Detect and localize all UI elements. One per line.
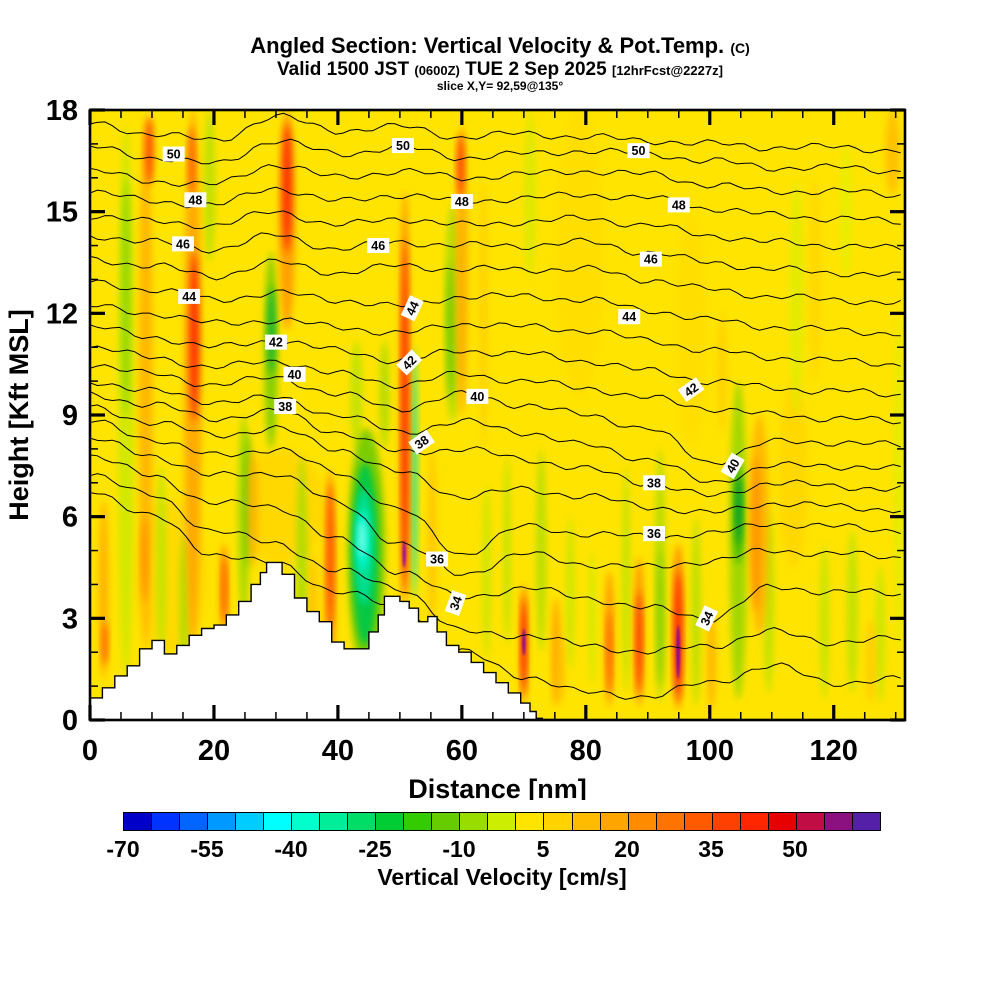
colorbar-tick-label: -10	[442, 836, 476, 862]
velocity-anomalies	[98, 110, 904, 710]
colorbar-segment	[571, 813, 600, 830]
svg-text:20: 20	[198, 735, 230, 767]
colorbar-segment	[375, 813, 404, 830]
valid-date: TUE 2 Sep 2025	[465, 58, 607, 80]
x-axis-title: Distance [nm]	[408, 774, 587, 800]
x-tick-labels: 0 20 40 60 80 100 120	[82, 735, 858, 767]
colorbar-tick-label: 50	[782, 836, 808, 862]
colorbar-tick-label: -40	[274, 836, 308, 862]
svg-text:38: 38	[278, 400, 292, 414]
svg-text:9: 9	[62, 400, 78, 432]
colorbar-segment	[459, 813, 488, 830]
colorbar-segment	[431, 813, 460, 830]
valid-time: Valid 1500 JST	[277, 58, 410, 80]
colorbar-segment	[711, 813, 740, 830]
colorbar-segment	[683, 813, 712, 830]
svg-text:0: 0	[82, 735, 98, 767]
svg-text:48: 48	[672, 198, 686, 212]
terrain-profile	[90, 561, 544, 720]
svg-text:120: 120	[810, 735, 858, 767]
contour-lines	[90, 112, 901, 700]
colorbar-segment	[627, 813, 656, 830]
svg-text:40: 40	[322, 735, 354, 767]
plot-svg: 5048464442403850484644423836345048464442…	[4, 95, 907, 804]
colorbar-segment	[767, 813, 796, 830]
plot-frame	[88, 108, 907, 722]
svg-text:15: 15	[46, 197, 78, 229]
svg-text:42: 42	[682, 380, 701, 399]
svg-text:18: 18	[46, 100, 78, 127]
colorbar-segment	[851, 813, 880, 830]
svg-text:34: 34	[447, 594, 465, 612]
colorbar-segment	[179, 813, 208, 830]
colorbar	[123, 812, 881, 831]
svg-text:44: 44	[403, 299, 422, 318]
svg-text:50: 50	[632, 144, 646, 158]
colorbar-segment	[124, 813, 152, 830]
colorbar-segment	[655, 813, 684, 830]
colorbar-segment	[347, 813, 376, 830]
colorbar-title: Vertical Velocity [cm/s]	[377, 864, 627, 890]
utc-time: (0600Z)	[414, 62, 460, 78]
svg-text:36: 36	[647, 527, 661, 541]
colorbar-segment	[823, 813, 852, 830]
forecast-info: [12hrFcst@2227z]	[611, 62, 723, 78]
title-line-1: Angled Section: Vertical Velocity & Pot.…	[0, 33, 1000, 59]
title-main: Angled Section: Vertical Velocity & Pot.…	[250, 33, 725, 58]
svg-text:48: 48	[188, 193, 202, 207]
colorbar-tick-label: 5	[536, 836, 550, 862]
colorbar-segment	[543, 813, 572, 830]
chart-titles: Angled Section: Vertical Velocity & Pot.…	[0, 33, 1000, 93]
y-tick-labels: 0 3 6 9 12 15 18	[46, 95, 78, 737]
svg-text:46: 46	[371, 239, 385, 253]
title-line-3: slice X,Y= 92,59@135°	[436, 78, 564, 93]
svg-text:40: 40	[724, 457, 743, 476]
colorbar-segment	[235, 813, 264, 830]
svg-text:38: 38	[412, 433, 431, 452]
colorbar-segment	[739, 813, 768, 830]
title-line-2: Valid 1500 JST (0600Z) TUE 2 Sep 2025 [1…	[0, 59, 1000, 80]
svg-text:44: 44	[182, 290, 196, 304]
colorbar-segment	[599, 813, 628, 830]
svg-text:46: 46	[644, 253, 658, 267]
colorbar-segment	[291, 813, 320, 830]
colorbar-tick-label: 20	[614, 836, 640, 862]
svg-text:50: 50	[167, 148, 181, 162]
svg-text:40: 40	[470, 390, 484, 404]
colorbar-tick-label: -55	[190, 836, 224, 862]
colorbar-segment	[487, 813, 516, 830]
svg-text:38: 38	[647, 476, 661, 490]
colorbar-segment	[263, 813, 292, 830]
y-axis-title: Height [Kft MSL]	[4, 309, 34, 520]
colorbar-segment	[151, 813, 180, 830]
colorbar-segment	[795, 813, 824, 830]
colorbar-tick-label: -25	[358, 836, 392, 862]
contour-labels: 5048464442403850484644423836345048464442…	[162, 138, 745, 632]
svg-text:46: 46	[176, 237, 190, 251]
colorbar-tick-labels: -70 -55 -40 -25 -10 5 20 35 50	[0, 836, 1000, 862]
svg-text:80: 80	[570, 735, 602, 767]
title-units: (C)	[730, 40, 750, 56]
cross-section-plot: 50 48 46 44 42 40 38 50 48 46 44 42 38 36 34 50 48 46 44 42…	[0, 95, 1000, 804]
svg-text:12: 12	[46, 298, 78, 330]
svg-text:36: 36	[430, 553, 444, 567]
svg-text:100: 100	[686, 735, 734, 767]
svg-text:40: 40	[288, 368, 302, 382]
svg-text:6: 6	[62, 502, 78, 534]
svg-text:60: 60	[446, 735, 478, 767]
svg-text:50: 50	[396, 139, 410, 153]
colorbar-segment	[403, 813, 432, 830]
svg-text:3: 3	[62, 603, 78, 635]
svg-text:0: 0	[62, 705, 78, 737]
colorbar-segment	[515, 813, 544, 830]
colorbar-segment	[207, 813, 236, 830]
svg-text:44: 44	[622, 310, 636, 324]
svg-text:34: 34	[698, 609, 717, 628]
svg-text:42: 42	[269, 336, 283, 350]
colorbar-tick-label: -70	[106, 836, 140, 862]
colorbar-segment	[319, 813, 348, 830]
colorbar-tick-label: 35	[698, 836, 724, 862]
svg-text:48: 48	[455, 195, 469, 209]
